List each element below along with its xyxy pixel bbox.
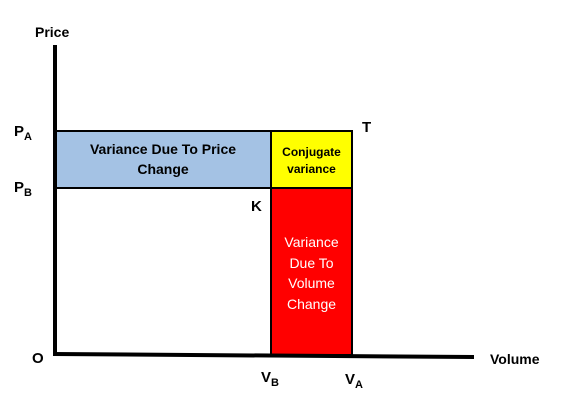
volume-variance-label-line1: Variance — [284, 234, 338, 250]
x-axis-title: Volume — [490, 351, 540, 367]
volume-variance-label-line2: Due To — [289, 255, 333, 271]
price-variance-region — [55, 130, 272, 189]
conjugate-variance-label-line2: variance — [287, 162, 336, 176]
price-variance-label-line1: Variance Due To Price — [90, 141, 236, 157]
va-label: VA — [345, 371, 363, 391]
pa-label: PA — [14, 123, 32, 143]
x-axis — [52, 352, 475, 359]
conjugate-variance-region — [270, 130, 353, 189]
pb-label: PB — [14, 179, 32, 199]
price-variance-label-line2: Change — [137, 161, 189, 177]
conjugate-variance-label-line1: Conjugate — [282, 145, 341, 159]
volume-variance-region — [270, 187, 353, 356]
y-axis-title: Price — [35, 24, 69, 40]
volume-variance-label-line4: Change — [287, 296, 336, 312]
vb-label: VB — [261, 369, 279, 389]
point-k-label: K — [251, 198, 262, 215]
point-t-label: T — [362, 119, 371, 136]
origin-label: O — [32, 350, 44, 367]
volume-variance-label-line3: Volume — [288, 275, 335, 291]
